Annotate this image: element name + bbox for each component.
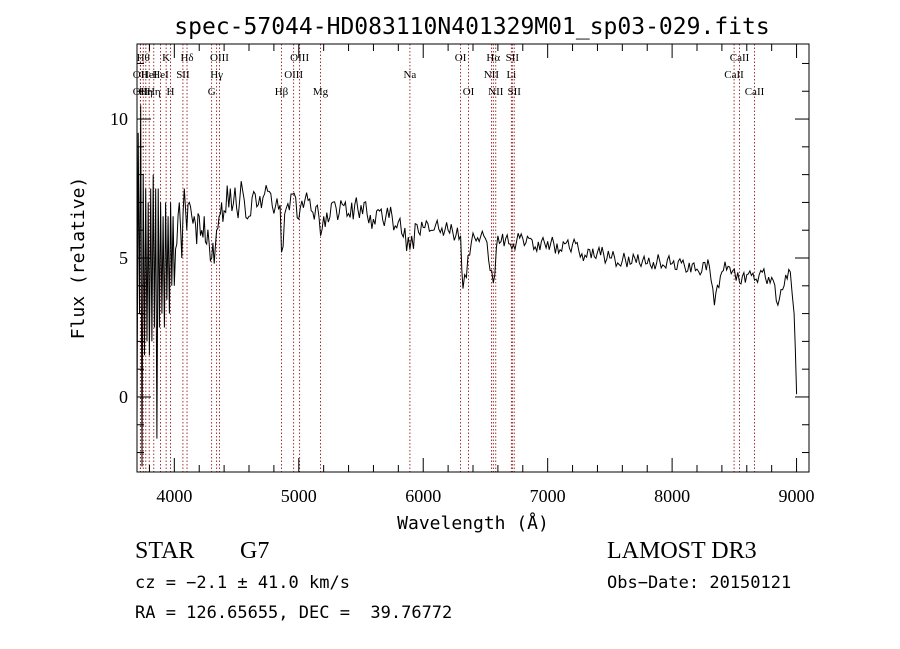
line-marker-label-2: Hθ: [137, 52, 150, 64]
x-axis-ticks: 4000 5000 6000 7000 8000 9000: [148, 44, 815, 506]
x-tick-label-4000: 4000: [156, 486, 192, 506]
line-marker-label-11: G: [208, 86, 216, 98]
line-marker-label-8: H: [166, 86, 174, 98]
spectral-line-labels: OIIOIIHθHηHeIHηHeIKHSIIHδGHγOIIIHβOIIIOI…: [133, 52, 765, 98]
line-marker-label-20: OI: [463, 86, 475, 98]
line-marker-label-21: NII: [484, 69, 500, 81]
survey-name: LAMOST DR3: [607, 538, 757, 564]
x-tick-label-9000: 9000: [779, 486, 815, 506]
object-subclass: G7: [240, 538, 270, 564]
line-marker-label-22: Hα: [486, 52, 500, 64]
plot-frame: [136, 43, 810, 473]
x-tick-label-7000: 7000: [530, 486, 566, 506]
y-tick-label-10: 10: [110, 109, 128, 129]
line-marker-label-5: Hη: [147, 86, 161, 98]
line-marker-label-13: OIII: [210, 52, 229, 64]
line-marker-label-12: Hγ: [210, 69, 223, 81]
y-tick-label-0: 0: [119, 387, 128, 407]
line-marker-label-24: Li: [506, 69, 516, 81]
line-marker-label-18: Na: [403, 69, 416, 81]
line-marker-label-7: K: [162, 52, 170, 64]
line-marker-label-26: SII: [507, 86, 521, 98]
x-tick-label-6000: 6000: [405, 486, 441, 506]
line-marker-label-25: SII: [506, 52, 520, 64]
x-tick-label-5000: 5000: [281, 486, 317, 506]
x-tick-label-8000: 8000: [654, 486, 690, 506]
observation-date: Obs−Date: 20150121: [607, 573, 792, 593]
redshift-readout: cz = −2.1 ± 41.0 km/s: [135, 573, 350, 593]
line-marker-label-29: CaII: [745, 86, 765, 98]
y-tick-label-5: 5: [119, 248, 128, 268]
y-axis-ticks: 0 5 10: [110, 62, 809, 454]
line-marker-label-28: CaII: [730, 52, 750, 64]
line-marker-label-3: Hη: [139, 86, 153, 98]
object-class: STAR: [135, 538, 195, 564]
line-marker-label-6: HeI: [152, 69, 169, 81]
line-marker-label-4: HeI: [141, 69, 158, 81]
chart-title: spec-57044-HD083110N401329M01_sp03-029.f…: [174, 14, 769, 40]
line-marker-label-27: CaII: [724, 69, 744, 81]
line-marker-label-23: NII: [488, 86, 504, 98]
line-marker-label-9: SII: [176, 69, 190, 81]
coordinates-readout: RA = 126.65655, DEC = 39.76772: [135, 603, 453, 623]
line-marker-label-15: OIII: [284, 69, 303, 81]
line-marker-label-19: OI: [455, 52, 467, 64]
line-marker-label-14: Hβ: [275, 86, 289, 98]
line-marker-label-17: Mg: [313, 86, 329, 98]
spectral-line-markers: [139, 44, 755, 472]
y-axis-label: Flux (relative): [68, 177, 89, 340]
flux-series-line: [136, 105, 798, 467]
line-marker-label-16: OIII: [290, 52, 309, 64]
x-axis-label: Wavelength (Å): [397, 512, 549, 534]
line-marker-label-10: Hδ: [180, 52, 193, 64]
